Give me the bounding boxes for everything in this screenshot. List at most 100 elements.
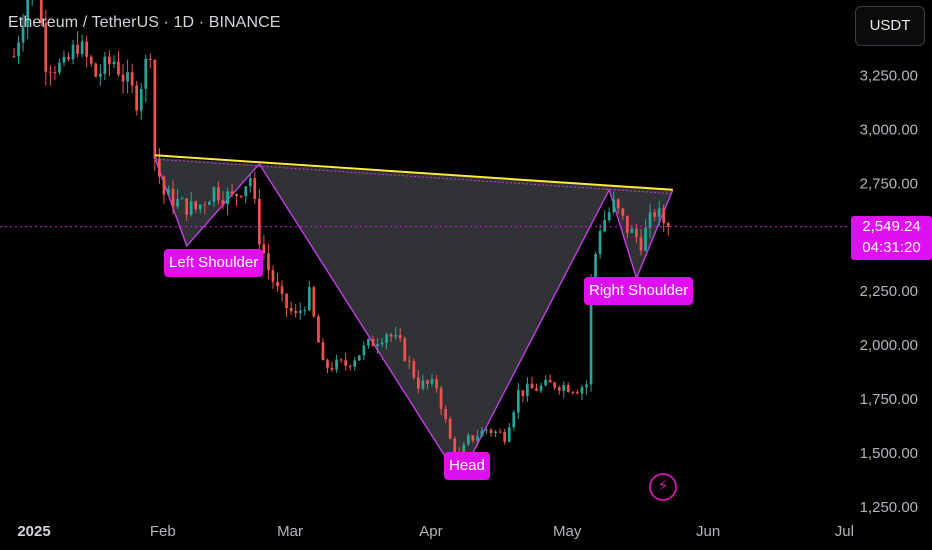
candle-body [639,237,643,251]
candle-body [389,334,393,337]
candle-body [398,334,402,339]
candle-body [326,360,329,368]
y-tick-label: 3,250.00 [860,68,918,85]
candle-body [462,444,466,455]
neckline-shadow [154,158,673,195]
candle-body [244,186,248,197]
candle-body [598,231,602,255]
candle-body [585,384,588,388]
candle-body [258,199,261,245]
candle-body [571,392,575,394]
candle-body [153,60,157,159]
candle-body [180,198,184,200]
candle-body [335,359,338,370]
chart-title: Ethereum / TetherUS · 1D · BINANCE [8,14,281,31]
candle-body [130,72,134,86]
candle-body [276,281,279,287]
y-tick-label: 2,250.00 [860,283,918,300]
candle-body [539,385,543,391]
candle-body [26,0,29,27]
candle-body [99,73,102,77]
candle-body [626,215,629,233]
x-tick-label: Feb [150,523,176,540]
candle-body [321,342,325,361]
y-tick-label: 1,750.00 [860,391,918,408]
candle-body [117,61,120,75]
head-label: Head [444,452,490,480]
candle-body [430,379,434,384]
y-tick-label: 1,250.00 [860,499,918,516]
y-tick-label: 1,500.00 [860,445,918,462]
candle-body [657,208,661,217]
candle-body [185,198,188,215]
candle-body [126,72,129,82]
candle-body [467,435,470,445]
candle-body [208,202,211,205]
candle-body [348,365,352,367]
candle-body [148,58,152,60]
candle-body [308,287,311,311]
candle-body [612,199,616,213]
candle-body [371,339,375,347]
candle-body [108,56,111,65]
candle-body [498,431,502,433]
candle-body [526,383,529,396]
candle-body [507,427,511,442]
candle-body [616,199,620,209]
candle-body [412,361,416,378]
candle-body [485,429,488,431]
candle-body [312,287,316,317]
candle-body [226,191,229,205]
candle-body [662,208,666,224]
candle-body [298,310,302,313]
x-tick-label: Mar [277,523,303,540]
candle-body [503,432,506,442]
currency-button[interactable]: USDT [855,6,925,46]
candle-body [603,220,606,232]
candle-body [135,85,138,111]
candle-body [171,188,175,207]
candle-body [367,339,370,346]
candle-body [198,204,202,210]
candle-body [203,204,207,206]
candle-body [362,345,366,356]
candle-body [303,310,307,312]
candle-body [480,430,484,437]
candle-body [453,438,457,453]
candle-body [403,338,407,361]
candle-body [376,344,379,346]
lightning-bolt-icon[interactable]: ⚡ [649,473,677,501]
candle-body [253,178,257,199]
candle-body [103,56,107,74]
candle-body [653,212,656,217]
y-tick-label: 3,000.00 [860,121,918,138]
candle-body [44,23,48,72]
candle-body [607,212,611,221]
candle-body [494,431,497,434]
candle-body [544,379,547,386]
candle-body [139,88,143,111]
candle-body [580,387,584,394]
candle-body [407,360,411,362]
candle-body [212,187,216,203]
candle-body [76,44,79,54]
candle-body [17,42,20,57]
candle-body [562,385,566,391]
candle-body [267,253,270,271]
candle-body [357,355,361,361]
candle-body [176,199,179,207]
candle-body [644,227,647,251]
x-tick-label: Jul [835,523,854,540]
candle-body [39,0,43,24]
candle-body [594,254,597,278]
candle-body [89,56,93,64]
candle-body [194,201,198,210]
candle-body [121,74,125,82]
candle-body [444,409,447,420]
candle-body [330,367,334,370]
candle-body [394,334,397,337]
candle-body [294,311,297,313]
candle-body [262,244,266,254]
right-shoulder-label: Right Shoulder [584,277,694,305]
